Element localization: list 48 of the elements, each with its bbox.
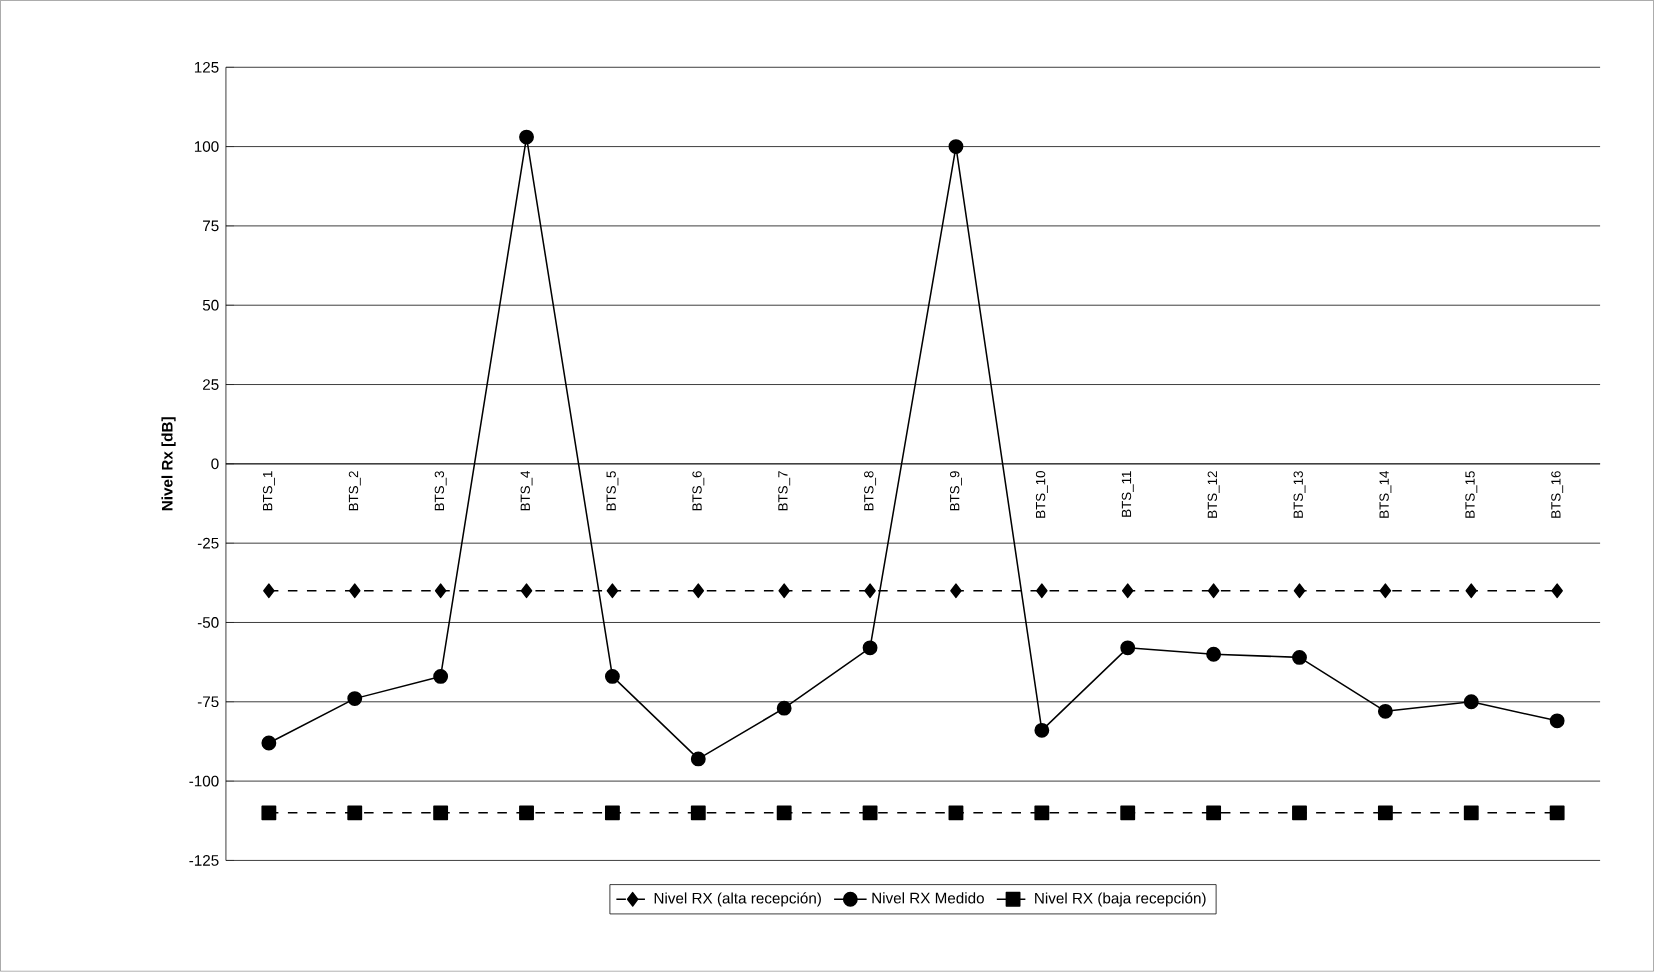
point — [1292, 805, 1307, 821]
point — [1206, 646, 1222, 662]
point — [1206, 805, 1222, 821]
point — [690, 751, 706, 767]
point — [261, 735, 277, 751]
point — [1377, 805, 1393, 821]
point — [1036, 583, 1048, 599]
point — [1549, 805, 1565, 821]
point — [776, 700, 792, 716]
point — [433, 669, 449, 684]
point — [1549, 713, 1565, 729]
point — [1465, 583, 1478, 599]
point — [519, 129, 534, 145]
point — [520, 583, 533, 599]
point — [862, 640, 878, 656]
point — [1463, 694, 1479, 710]
point — [604, 669, 620, 684]
point — [433, 805, 449, 821]
point — [1377, 704, 1393, 719]
point — [434, 583, 447, 599]
point — [1293, 583, 1306, 599]
point — [864, 583, 876, 599]
point — [1034, 723, 1050, 738]
point — [1207, 583, 1220, 599]
point — [1463, 805, 1479, 821]
point — [1120, 805, 1136, 821]
point — [263, 583, 275, 599]
point — [606, 583, 619, 599]
point — [261, 805, 277, 821]
point — [948, 805, 964, 821]
point — [1121, 583, 1134, 599]
point — [950, 583, 962, 599]
point — [778, 583, 790, 599]
point — [1551, 583, 1563, 599]
point — [1292, 650, 1307, 665]
point — [1120, 640, 1136, 656]
point — [604, 805, 620, 821]
point — [347, 691, 363, 707]
point — [349, 583, 361, 599]
point — [690, 805, 706, 821]
point — [776, 805, 792, 821]
point — [862, 805, 878, 821]
point — [692, 583, 705, 599]
point — [519, 805, 534, 821]
point — [948, 139, 964, 155]
point — [1379, 583, 1392, 599]
point — [1034, 805, 1050, 821]
point — [347, 805, 363, 821]
